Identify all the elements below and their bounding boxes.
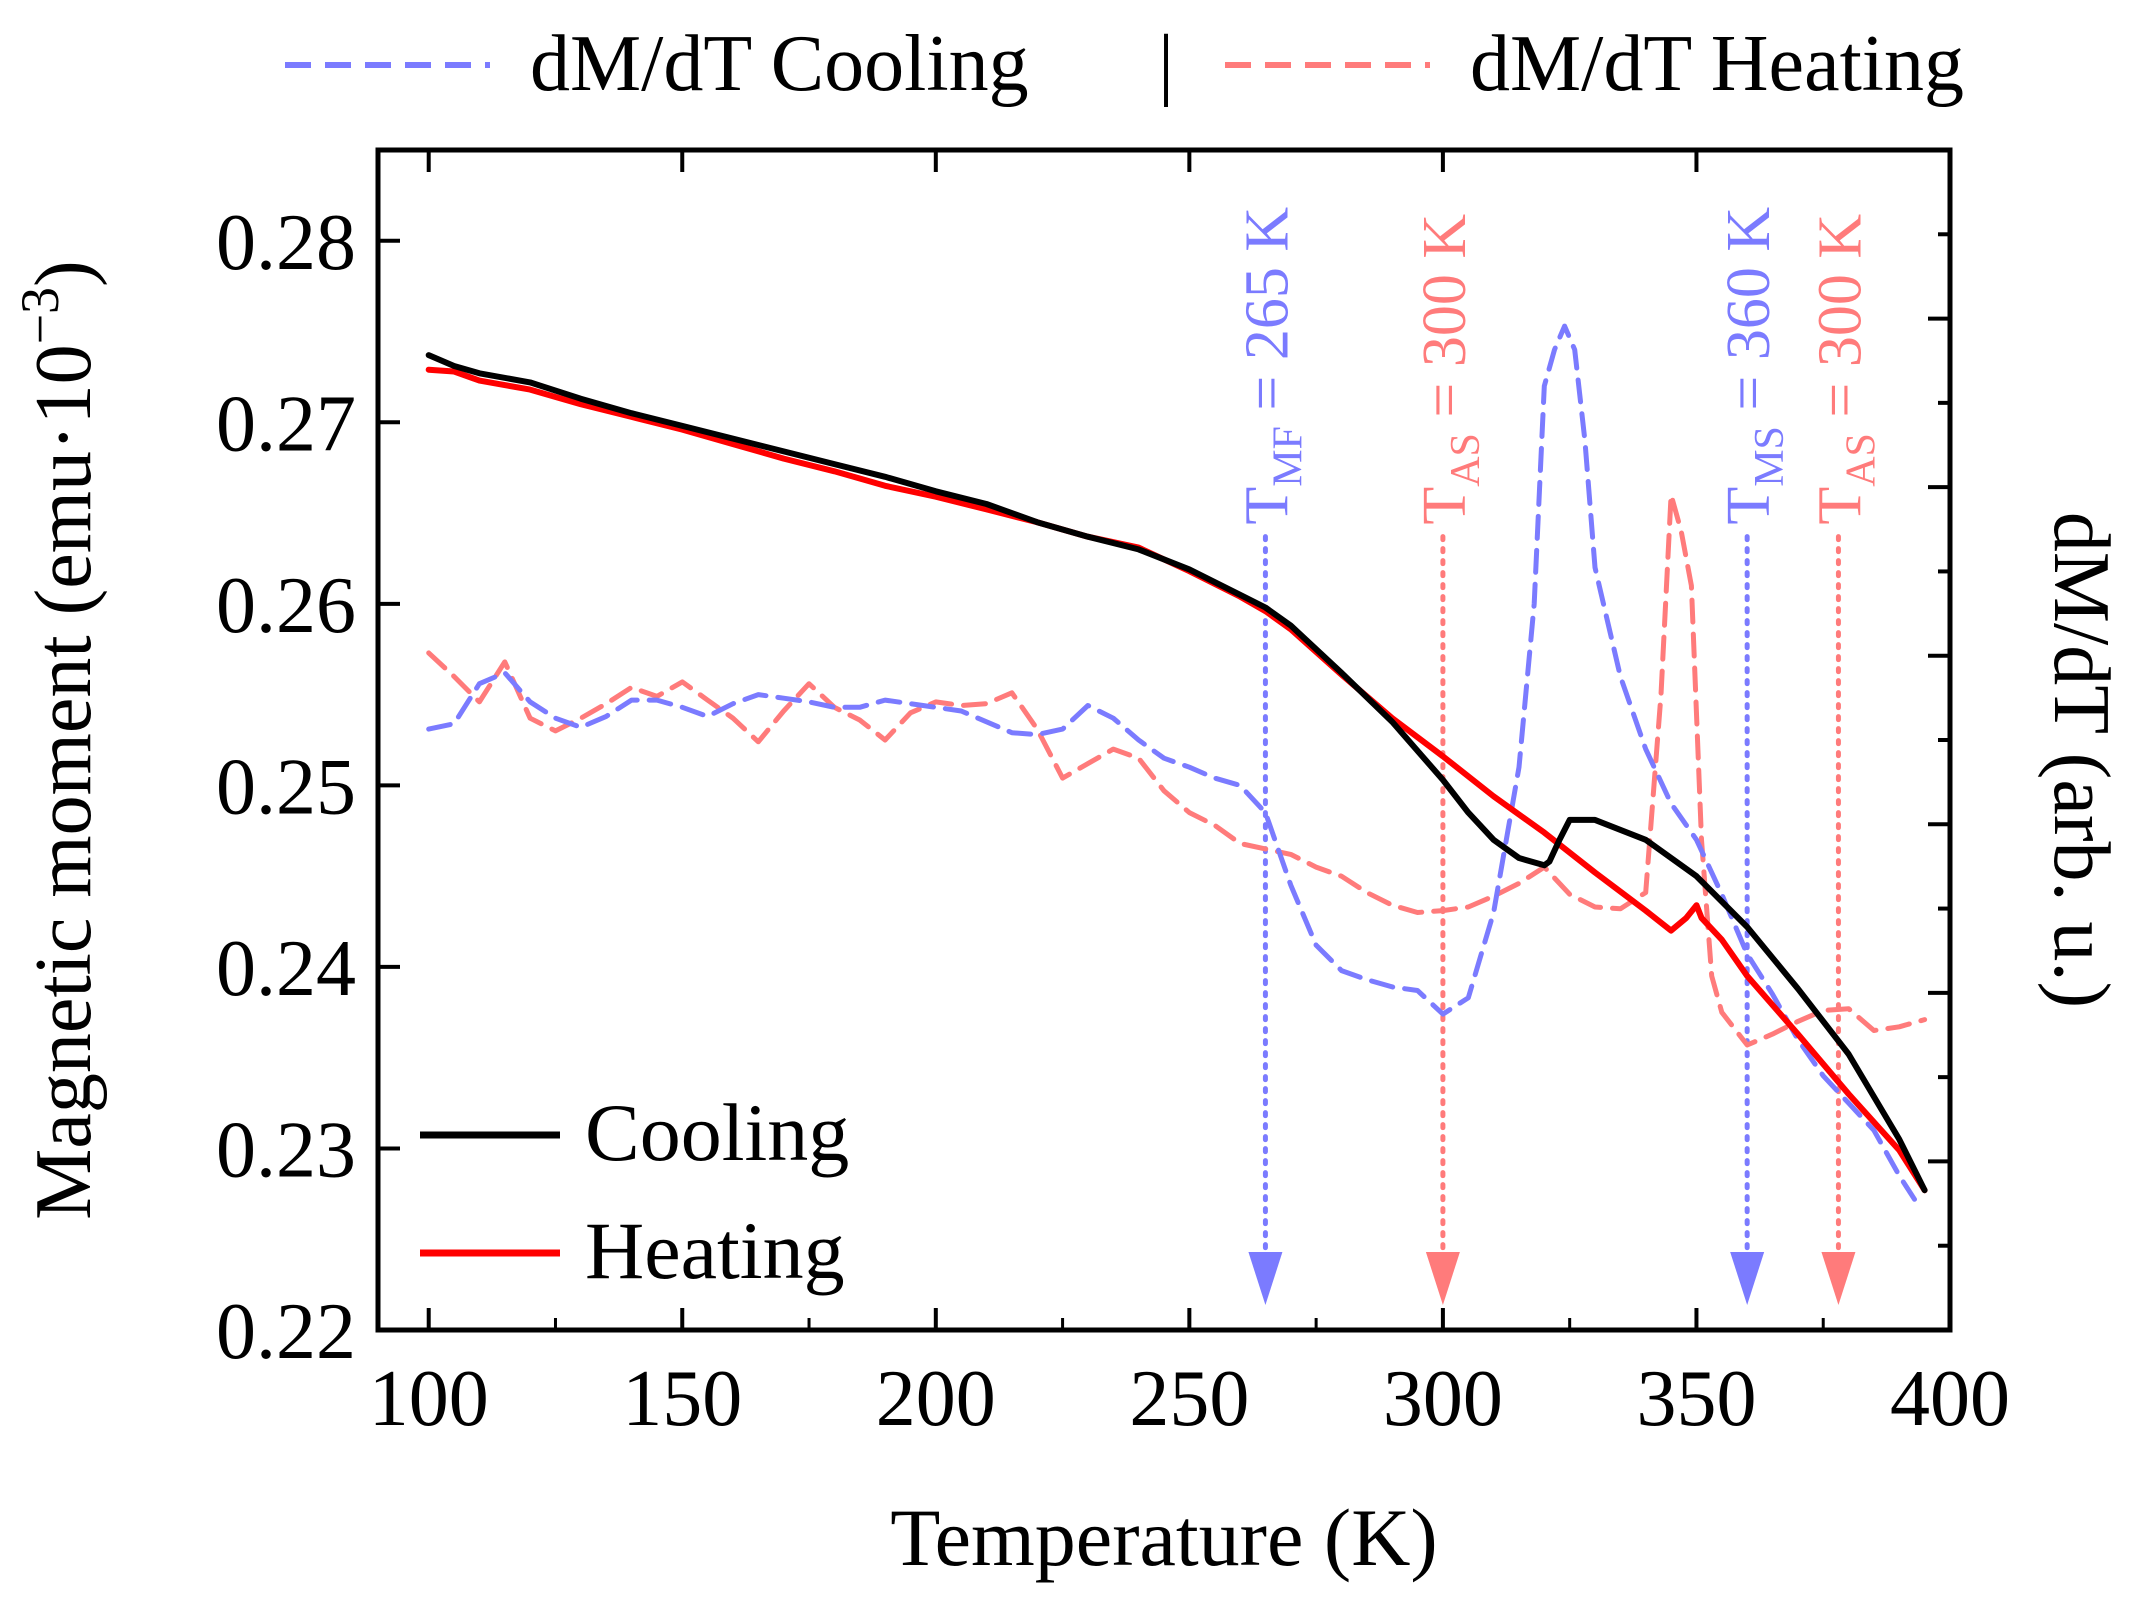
x-tick-label: 250: [1129, 1355, 1249, 1443]
annotation-label-value: = 265 K: [1233, 207, 1301, 426]
annotation-label-main: T: [1233, 487, 1301, 525]
x-tick-label: 100: [369, 1355, 489, 1443]
top-legend-heating-label: dM/dT Heating: [1470, 20, 1964, 108]
y-axis-title-right: dM/dT (arb. u.): [2037, 512, 2125, 1008]
plot-frame: [375, 147, 1953, 1333]
y-tick-label: 0.26: [216, 562, 356, 650]
annotation-label: TAS = 300 K: [1411, 214, 1489, 525]
annotation-arrowhead: [1248, 1252, 1283, 1305]
annotation-label: TMF = 265 K: [1233, 207, 1311, 525]
x-axis-title: Temperature (K): [890, 1492, 1437, 1583]
legend-heating-label: Heating: [585, 1205, 845, 1296]
series-line-cooling: [425, 352, 1928, 1194]
data-series: [425, 323, 1928, 1202]
series-line-dm-dt-cooling: [426, 323, 1917, 1202]
y-axis-title-left: Magnetic moment (emu·10−3): [10, 260, 108, 1219]
transition-annotation: TMS = 360 K: [1715, 207, 1793, 1305]
axis-ticks: 100 150 200 250 300 350 400 0.22 0.23 0.24 0.25 0.2…: [216, 150, 2010, 1443]
y-tick-label: 0.27: [216, 380, 356, 468]
x-tick-label: 400: [1890, 1355, 2010, 1443]
y-axis-title-left-exponent: −3: [10, 287, 70, 344]
y-tick-label: 0.28: [216, 199, 356, 287]
annotation-label-main: T: [1806, 487, 1874, 525]
transition-annotation: TMF = 265 K: [1233, 207, 1311, 1305]
annotation-label-sub: MS: [1747, 426, 1793, 487]
x-tick-label: 300: [1383, 1355, 1503, 1443]
y-tick-label: 0.25: [216, 743, 356, 831]
inner-legend: Cooling Heating: [420, 1087, 849, 1296]
annotation-label-main: T: [1715, 487, 1783, 525]
transition-annotation: TAS = 300 K: [1806, 214, 1884, 1305]
annotation-label-sub: AS: [1443, 433, 1489, 487]
y-axis-title-left-close: ): [20, 260, 108, 287]
top-legend: dM/dT Cooling | dM/dT Heating: [285, 20, 1964, 108]
annotation-label-value: = 300 K: [1411, 214, 1479, 433]
x-tick-label: 350: [1636, 1355, 1756, 1443]
annotation-label: TAS = 300 K: [1806, 214, 1884, 525]
x-tick-label: 150: [622, 1355, 742, 1443]
legend-cooling-label: Cooling: [585, 1087, 849, 1178]
annotation-label-value: = 360 K: [1715, 207, 1783, 426]
annotation-label-sub: MF: [1265, 426, 1311, 487]
y-tick-label: 0.23: [216, 1106, 356, 1194]
annotation-label-main: T: [1411, 487, 1479, 525]
annotation-arrowhead: [1425, 1252, 1460, 1305]
annotation-arrowhead: [1821, 1252, 1856, 1305]
y-tick-label: 0.22: [216, 1288, 356, 1376]
annotation-label-value: = 300 K: [1806, 214, 1874, 433]
annotation-label-sub: AS: [1838, 433, 1884, 487]
annotation-arrowhead: [1730, 1252, 1765, 1305]
y-tick-label: 0.24: [216, 925, 356, 1013]
annotation-label: TMS = 360 K: [1715, 207, 1793, 525]
y-axis-title-left-base: Magnetic moment (emu·10: [20, 344, 108, 1219]
top-legend-separator: |: [1158, 20, 1174, 108]
series-line-dm-dt-heating: [426, 492, 1928, 1048]
x-tick-label: 200: [876, 1355, 996, 1443]
transition-annotation: TAS = 300 K: [1411, 214, 1489, 1305]
top-legend-cooling-label: dM/dT Cooling: [530, 20, 1029, 108]
